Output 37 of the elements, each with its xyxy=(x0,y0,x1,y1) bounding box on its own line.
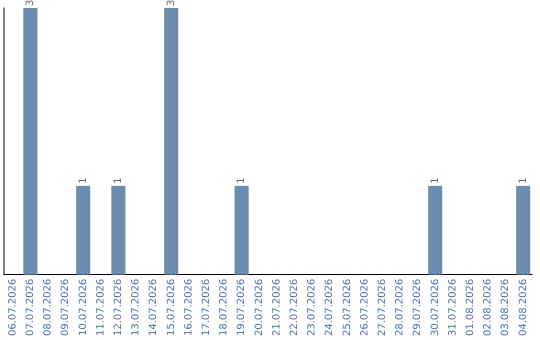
x-tick-label: 14.07.2026 xyxy=(148,278,160,336)
x-tick-label: 23.07.2026 xyxy=(306,278,318,336)
x-tick-label: 04.08.2026 xyxy=(518,278,529,336)
x-tick-label: 29.07.2026 xyxy=(412,278,424,336)
data-label: 3 xyxy=(166,0,177,6)
data-label: 1 xyxy=(430,177,441,184)
x-tick-label: 10.07.2026 xyxy=(78,278,89,336)
x-tick-label: 18.07.2026 xyxy=(218,278,230,336)
data-label: 3 xyxy=(24,0,36,6)
x-tick-label: 12.07.2026 xyxy=(112,278,124,336)
x-tick-label: 27.07.2026 xyxy=(376,278,388,336)
x-tick-label: 06.07.2026 xyxy=(7,278,18,336)
x-tick-label: 15.07.2026 xyxy=(166,278,177,336)
x-tick-label: 08.07.2026 xyxy=(42,278,54,336)
x-tick-label: 03.08.2026 xyxy=(500,278,512,336)
x-tick-label: 09.07.2026 xyxy=(60,278,72,336)
x-tick-label: 22.07.2026 xyxy=(288,278,300,336)
x-tick-label: 16.07.2026 xyxy=(183,278,194,336)
data-label: 1 xyxy=(236,177,248,184)
x-tick-label: 30.07.2026 xyxy=(430,278,441,336)
data-label: 1 xyxy=(78,177,89,184)
x-tick-label: 20.07.2026 xyxy=(254,278,265,336)
x-tick-label: 24.07.2026 xyxy=(324,278,336,336)
x-tick-label: 01.08.2026 xyxy=(464,278,476,336)
x-tick-label: 02.08.2026 xyxy=(482,278,494,336)
x-tick-label: 26.07.2026 xyxy=(359,278,370,336)
x-tick-label: 17.07.2026 xyxy=(200,278,212,336)
x-tick-label: 31.07.2026 xyxy=(447,278,458,336)
x-tick-label: 21.07.2026 xyxy=(271,278,282,336)
x-tick-label: 28.07.2026 xyxy=(394,278,406,336)
x-tick-label: 07.07.2026 xyxy=(24,278,36,336)
x-tick-label: 19.07.2026 xyxy=(236,278,248,336)
x-tick-label: 25.07.2026 xyxy=(342,278,353,336)
x-tick-label: 13.07.2026 xyxy=(130,278,142,336)
x-tick-label: 11.07.2026 xyxy=(95,278,106,336)
data-label: 1 xyxy=(518,177,529,184)
data-label: 1 xyxy=(112,177,124,184)
